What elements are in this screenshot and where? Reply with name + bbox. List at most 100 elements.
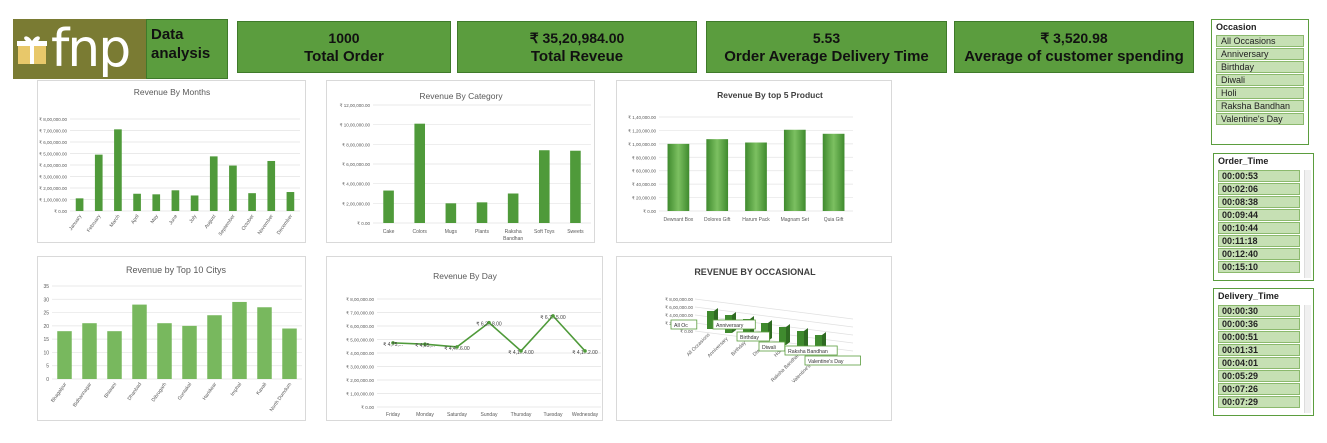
slicer-item[interactable]: Valentine's Day — [1216, 113, 1304, 125]
slicer-item[interactable]: 00:10:44 — [1218, 222, 1300, 234]
slicer-item[interactable]: 00:00:30 — [1218, 305, 1300, 317]
slicer-item[interactable]: 00:07:26 — [1218, 383, 1300, 395]
category-label: Harum Pack — [742, 217, 770, 223]
bar — [570, 150, 581, 223]
slicer-item[interactable]: Birthday — [1216, 61, 1304, 73]
y-tick-label: 30 — [43, 297, 49, 303]
category-label: Wednesday — [572, 412, 599, 418]
category-label: May — [150, 213, 161, 225]
bar-side — [804, 328, 808, 349]
occasion-slicer[interactable]: Occasion All Occasions Anniversary Birthda… — [1211, 19, 1309, 145]
category-label: Bhiwani — [103, 382, 118, 400]
category-label: Soft Toys — [534, 229, 555, 235]
slicer-item[interactable]: All Occasions — [1216, 35, 1304, 47]
y-tick-label: ₹ 1,00,000.00 — [39, 198, 67, 203]
slicer-item[interactable]: 00:00:53 — [1218, 170, 1300, 182]
bar — [82, 323, 97, 379]
category-label: Bidhannagar — [72, 381, 93, 408]
category-label: Saturday — [447, 412, 468, 418]
category-label: November — [257, 213, 275, 236]
slicer-item[interactable]: 00:02:06 — [1218, 183, 1300, 195]
report-title: Data analysis — [146, 19, 228, 79]
slicer-item[interactable]: 00:04:01 — [1218, 357, 1300, 369]
data-callout — [670, 319, 698, 330]
bar — [75, 198, 84, 211]
slicer-list: 00:00:53 00:02:06 00:08:38 00:09:44 00:10:44… — [1214, 169, 1303, 279]
chart-revenue-by-citys[interactable]: Revenue by Top 10 Citys 0 5 10 15 20 25 30 35 Bha… — [37, 256, 306, 421]
y-tick-label: 5 — [46, 364, 49, 370]
slicer-item[interactable]: Holi — [1216, 87, 1304, 99]
y-tick-label: ₹ 4,00,000.00 — [342, 182, 370, 187]
slicer-title: Occasion — [1216, 22, 1257, 32]
bar — [107, 331, 122, 379]
y-tick-label: ₹ 5,00,000.00 — [346, 338, 374, 343]
category-label: Anniversary — [706, 336, 729, 359]
y-tick-label: ₹ 1,00,000.00 — [628, 142, 656, 147]
category-label: Thursday — [511, 412, 532, 418]
chart-revenue-by-product[interactable]: Revenue By top 5 Product ₹ 0.00 ₹ 20,000.0… — [616, 80, 892, 243]
slicer-item[interactable]: 00:00:51 — [1218, 331, 1300, 343]
slicer-item[interactable]: Raksha Bandhan — [1216, 100, 1304, 112]
slicer-item[interactable]: 00:00:36 — [1218, 318, 1300, 330]
y-tick-label: ₹ 6,00,000.00 — [665, 305, 693, 310]
chart-title: Revenue By Months — [134, 87, 211, 97]
slicer-item[interactable]: Diwali — [1216, 74, 1304, 86]
category-label: Haridwar — [202, 381, 219, 401]
y-tick-label: ₹ 60,000.00 — [632, 169, 657, 174]
category-label: December — [276, 213, 294, 236]
bar — [745, 142, 767, 211]
slicer-scrollbar[interactable] — [1304, 305, 1311, 413]
slicer-list: All Occasions Anniversary Birthday Diwali Ho… — [1212, 35, 1308, 125]
category-label: Friday — [386, 412, 400, 418]
chart-revenue-by-category[interactable]: Revenue By Category ₹ 0.00 ₹ 2,00,000.00 ₹ … — [326, 80, 595, 243]
bar — [209, 156, 218, 211]
chart-revenue-by-occasional[interactable]: REVENUE BY OCCASIONAL₹ 0.00₹ 2,00,000.00… — [616, 256, 892, 421]
bar — [414, 123, 426, 223]
kpi-label: Total Order — [304, 47, 384, 65]
bar — [257, 307, 272, 379]
slicer-item[interactable]: 00:07:29 — [1218, 396, 1300, 408]
bar — [783, 129, 806, 211]
y-tick-label: ₹ 2,00,000.00 — [342, 201, 370, 206]
slicer-item[interactable]: 00:08:38 — [1218, 196, 1300, 208]
bar — [815, 335, 822, 353]
y-tick-label: ₹ 0.00 — [361, 405, 374, 410]
y-tick-label: ₹ 1,40,000.00 — [628, 115, 656, 120]
order-time-slicer[interactable]: Order_Time 00:00:53 00:02:06 00:08:38 00:09… — [1213, 153, 1314, 281]
chart-revenue-by-months[interactable]: Revenue By Months ₹ 0.00 ₹ 1,00,000.00 ₹ 2,… — [37, 80, 306, 243]
slicer-item[interactable]: 00:09:44 — [1218, 209, 1300, 221]
category-label: October — [241, 213, 256, 231]
bar — [445, 203, 457, 223]
callout-label: Diwali — [762, 345, 776, 351]
slicer-item[interactable]: 00:05:29 — [1218, 370, 1300, 382]
category-label: Quia Gift — [824, 217, 844, 223]
category-label: Dibrugarh — [151, 382, 169, 404]
bar — [232, 301, 247, 379]
y-tick-label: ₹ 6,00,000.00 — [346, 324, 374, 329]
slicer-item[interactable]: 00:12:40 — [1218, 248, 1300, 260]
slicer-item[interactable]: 00:11:18 — [1218, 235, 1300, 247]
kpi-label: Order Average Delivery Time — [724, 47, 929, 65]
slicer-item[interactable]: Anniversary — [1216, 48, 1304, 60]
y-tick-label: 10 — [43, 350, 49, 356]
y-tick-label: 35 — [43, 284, 49, 290]
category-label: Plants — [475, 229, 489, 235]
slicer-title: Order_Time — [1218, 156, 1269, 166]
category-label: Magnam Set — [781, 217, 810, 223]
gift-icon — [17, 36, 47, 64]
category-label: Sunday — [481, 412, 498, 418]
callout-label: Valentine's Day — [808, 359, 844, 365]
chart-revenue-by-day[interactable]: Revenue By Day ₹ 0.00 ₹ 1,00,000.00 ₹ 2,00,… — [326, 256, 603, 421]
slicer-item[interactable]: 00:01:31 — [1218, 344, 1300, 356]
data-label: ₹ 4,4...6.00 — [444, 346, 470, 352]
data-point — [455, 345, 459, 349]
kpi-value: ₹ 3,520.98 — [1040, 29, 1108, 46]
slicer-scrollbar[interactable] — [1304, 170, 1311, 278]
y-tick-label: ₹ 1,00,000.00 — [346, 392, 374, 397]
y-tick-label: ₹ 2,00,000.00 — [346, 378, 374, 383]
slicer-item[interactable]: 00:15:10 — [1218, 261, 1300, 273]
gridline — [694, 306, 854, 328]
delivery-time-slicer[interactable]: Delivery_Time 00:00:30 00:00:36 00:00:51 00… — [1213, 288, 1314, 416]
y-tick-label: 0 — [46, 377, 49, 383]
bar — [507, 193, 519, 223]
